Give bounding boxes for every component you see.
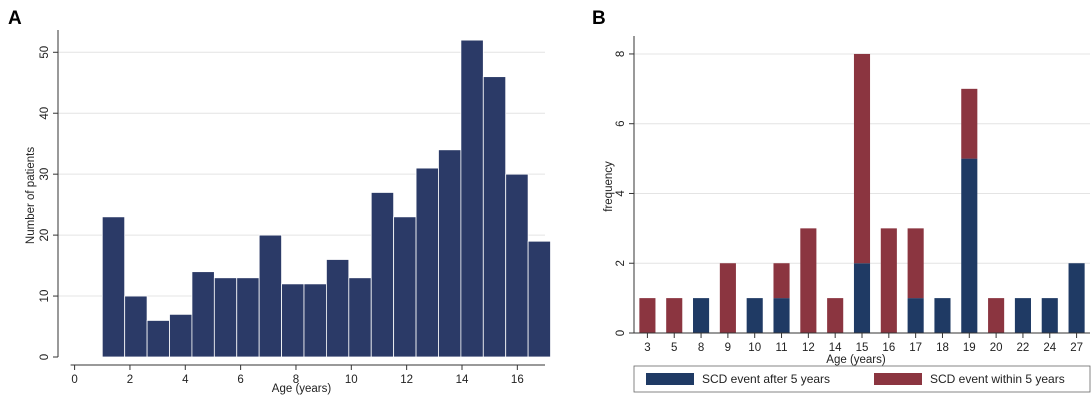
x-tick-label-a: 16	[511, 374, 524, 386]
x-tick-label-a: 4	[182, 374, 189, 386]
bar-segment-within-5-years	[719, 263, 736, 333]
x-axis-title-b: Age (years)	[826, 354, 886, 366]
y-axis-title-b: frequency	[603, 161, 615, 212]
bar-segment-after-5-years	[1041, 298, 1058, 333]
x-tick-label-b: 5	[671, 342, 677, 354]
bar-segment-after-5-years	[693, 298, 710, 333]
x-tick-label-b: 10	[748, 342, 761, 354]
x-tick-label-b: 9	[725, 342, 731, 354]
bar-segment-within-5-years	[773, 263, 790, 299]
x-tick-label-b: 27	[1070, 342, 1083, 354]
x-tick-label-b: 22	[1017, 342, 1030, 354]
x-tick-label-a: 8	[293, 374, 299, 386]
histogram-bar	[460, 39, 484, 358]
y-tick-label-a: 30	[39, 168, 51, 181]
x-tick-label-a: 14	[456, 374, 469, 386]
bar-segment-after-5-years	[907, 298, 924, 333]
y-tick-label-a: 40	[39, 107, 51, 120]
histogram-bar	[505, 173, 529, 358]
bar-segment-within-5-years	[639, 298, 656, 333]
histogram-bar	[348, 277, 372, 358]
bars-a	[101, 39, 551, 358]
x-tick-label-b: 12	[802, 342, 815, 354]
histogram-bar	[326, 259, 350, 358]
x-tick-label-b: 17	[909, 342, 922, 354]
y-axis-title-a: Number of patients	[25, 147, 37, 244]
y-tick-label-a: 0	[39, 354, 51, 360]
x-tick-label-a: 10	[345, 374, 358, 386]
y-tick-label-a: 10	[39, 290, 51, 303]
bar-segment-within-5-years	[961, 88, 978, 159]
x-tick-label-a: 0	[71, 374, 77, 386]
x-tick-label-b: 3	[644, 342, 650, 354]
bar-segment-after-5-years	[934, 298, 951, 333]
bar-segment-after-5-years	[961, 158, 978, 333]
histogram-bar	[393, 216, 417, 358]
x-tick-label-a: 2	[127, 374, 133, 386]
histogram-chart-a: A 0 10 20 30 40 50 0 2 4 6 8 10 12 14 16 Age (years) N…	[8, 8, 551, 395]
x-tick-label-b: 24	[1043, 342, 1056, 354]
bar-segment-within-5-years	[988, 298, 1005, 333]
bar-segment-after-5-years	[1068, 263, 1085, 333]
bar-segment-after-5-years	[746, 298, 763, 333]
x-tick-label-b: 8	[698, 342, 704, 354]
x-tick-label-b: 20	[990, 342, 1003, 354]
x-tick-label-b: 14	[829, 342, 842, 354]
histogram-bar	[191, 271, 215, 358]
y-tick-label-a: 50	[39, 46, 51, 59]
y-tick-label-b: 2	[615, 260, 627, 266]
histogram-bar	[146, 320, 170, 358]
histogram-bar	[438, 149, 462, 358]
panel-label-b: B	[592, 8, 606, 29]
legend-label-after-5-years: SCD event after 5 years	[702, 372, 830, 386]
x-tick-label-b: 11	[776, 342, 788, 354]
y-tick-label-b: 0	[615, 330, 627, 336]
ticks-a: 0 10 20 30 40 50 0 2 4 6 8 10 12 14 16	[39, 46, 524, 386]
histogram-bar	[124, 295, 148, 358]
histogram-bar	[101, 216, 126, 358]
x-tick-label-b: 19	[963, 342, 976, 354]
y-tick-label-b: 8	[615, 51, 627, 57]
bars-b	[639, 53, 1085, 333]
histogram-bar	[370, 192, 395, 358]
histogram-bar	[303, 283, 327, 358]
x-tick-label-b: 18	[936, 342, 949, 354]
histogram-bar	[415, 167, 439, 358]
histogram-bar	[482, 76, 507, 358]
histogram-bar	[169, 313, 193, 358]
y-tick-label-b: 4	[615, 190, 627, 197]
bar-segment-after-5-years	[773, 298, 790, 333]
y-tick-label-b: 6	[615, 121, 627, 127]
y-tick-label-a: 20	[39, 229, 51, 242]
x-axis-title-a: Age (years)	[272, 383, 332, 395]
legend-box	[633, 365, 1091, 393]
bar-segment-within-5-years	[666, 298, 683, 333]
legend-label-within-5-years: SCD event within 5 years	[930, 372, 1065, 386]
legend-swatch-after-5-years	[646, 373, 694, 385]
histogram-bar	[213, 277, 238, 358]
x-tick-label-a: 12	[400, 374, 413, 386]
bar-segment-after-5-years	[853, 263, 871, 333]
x-tick-label-a: 6	[237, 374, 243, 386]
bar-segment-within-5-years	[880, 228, 897, 333]
legend-swatch-within-5-years	[874, 373, 922, 385]
x-tick-label-b: 15	[856, 342, 869, 354]
legend-b: SCD event after 5 years SCD event within…	[633, 365, 1091, 393]
bar-segment-within-5-years	[853, 53, 871, 264]
panel-label-a: A	[8, 8, 22, 29]
histogram-bar	[258, 234, 282, 358]
bar-segment-within-5-years	[827, 298, 844, 333]
histogram-bar	[236, 277, 260, 358]
bar-segment-after-5-years	[1014, 298, 1031, 333]
histogram-bar	[527, 240, 551, 358]
bar-segment-within-5-years	[907, 228, 924, 299]
histogram-bar	[281, 283, 305, 358]
axes-a	[57, 30, 545, 366]
bar-segment-within-5-years	[800, 228, 817, 333]
x-tick-label-b: 16	[882, 342, 895, 354]
